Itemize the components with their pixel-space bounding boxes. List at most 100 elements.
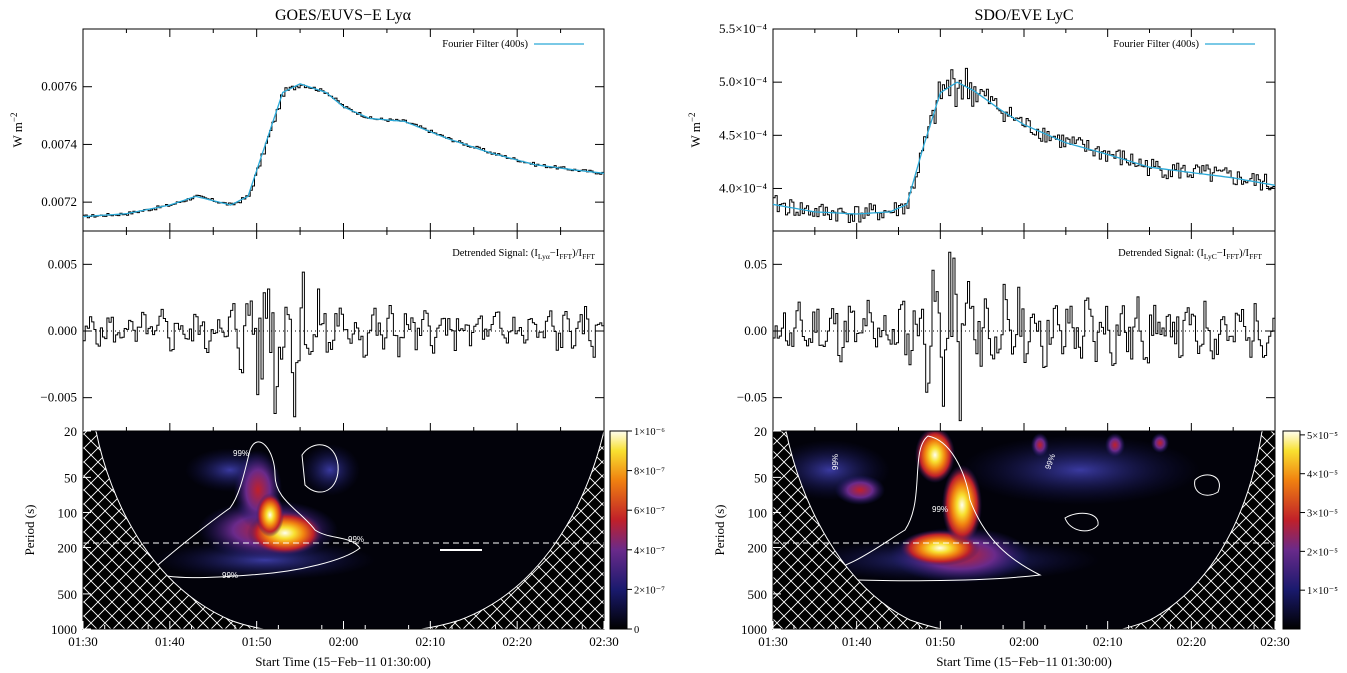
left-legend-label: Fourier Filter (400s) [442, 39, 528, 50]
colorbar-tick-label: 0 [634, 625, 639, 636]
rd-close: )/I [1239, 248, 1249, 259]
ld-prefix: Detrended Signal: (I [452, 248, 538, 259]
left-contour-label: 99% [233, 449, 249, 458]
right-wave-blob [960, 435, 1200, 505]
y-tick-label: 0.000 [48, 323, 77, 338]
r-flux-ylabel-exp: −2 [687, 113, 697, 123]
x-tick-label: 02:30 [1260, 634, 1290, 649]
y-tick-label: 0.00 [744, 323, 767, 338]
left-detrended-y-ticks: −0.005 0.000 0.005 [40, 231, 604, 431]
ld-fft: FFT [559, 252, 572, 261]
right-detrended-panel: −0.050.000.05 Detrended Signal: (ILyC−IF… [737, 230, 1276, 432]
right-detrended-y-ticks: −0.05 0.00 0.05 [737, 231, 1275, 431]
x-tick-label: 01:50 [926, 634, 956, 649]
left-colorbar-gradient [609, 430, 628, 630]
right-wave-blob [1151, 433, 1169, 453]
right-legend: Fourier Filter (400s) [1113, 39, 1255, 50]
left-flux-y-ticks: 0.0072 0.0074 0.0076 [41, 29, 604, 231]
right-contour-99 [1064, 512, 1099, 532]
left-wave-blob [300, 444, 360, 496]
x-tick-label: 01:40 [155, 634, 185, 649]
left-detrended-signal [83, 271, 605, 418]
x-tick-label: 02:00 [329, 634, 359, 649]
right-xlabel: Start Time (15−Feb−11 01:30:00) [936, 654, 1112, 669]
left-colorbar-labels: 0 2×10⁻⁷ 4×10⁻⁷ 6×10⁻⁷ 8×10⁻⁷ 1×10⁻⁶ [627, 427, 665, 636]
x-tick-label: 02:00 [1009, 634, 1039, 649]
left-contour-99 [149, 441, 361, 579]
y-tick-label: −0.005 [40, 390, 77, 405]
left-flux-frame [82, 28, 605, 232]
left-period-ylabel: Period (s) [22, 505, 37, 556]
right-colorbar-gradient [1282, 430, 1301, 630]
svg-text:W m−2: W m−2 [9, 113, 25, 148]
y-tick-label: 100 [58, 505, 78, 520]
colorbar-tick-label: 2×10⁻⁷ [634, 585, 665, 596]
x-tick-label: 02:20 [1177, 634, 1207, 649]
y-tick-label: 0.05 [744, 256, 767, 271]
right-wave-blob [1031, 433, 1049, 457]
y-tick-label: 4.0×10⁻⁴ [719, 180, 767, 195]
ld-sub: Lyα [538, 252, 550, 261]
y-tick-label: 4.5×10⁻⁴ [719, 127, 767, 142]
right-raw-flux-line [773, 67, 1276, 223]
y-tick-label: 100 [748, 505, 768, 520]
right-column: SDO/EVE LyC 4.0×10⁻⁴ 4.5×10⁻⁴ 5.0×10⁻⁴ 5.5×… [687, 7, 1338, 669]
colorbar-tick-label: 8×10⁻⁷ [634, 467, 665, 478]
left-column: GOES/EUVS−E Lyα 0.0072 0.0074 0.0076 W m−2… [9, 7, 665, 669]
right-colorbar: 1×10⁻⁵ 2×10⁻⁵ 3×10⁻⁵ 4×10⁻⁵ 5×10⁻⁵ [1282, 430, 1338, 630]
left-detrended-panel: −0.005 0.000 0.005 Detrended Signal: (ILyα… [40, 230, 605, 432]
x-tick-label: 01:50 [242, 634, 272, 649]
rd-fft2: FFT [1249, 252, 1262, 261]
x-tick-label: 01:30 [68, 634, 98, 649]
colorbar-tick-label: 5×10⁻⁵ [1307, 431, 1338, 442]
right-period-ylabel: Period (s) [712, 505, 727, 556]
right-wave-blob [835, 475, 885, 505]
x-tick-label: 02:20 [502, 634, 532, 649]
right-legend-label: Fourier Filter (400s) [1113, 39, 1199, 50]
colorbar-tick-label: 2×10⁻⁵ [1307, 547, 1338, 558]
right-title: SDO/EVE LyC [974, 7, 1073, 24]
right-contour-99 [804, 435, 1042, 582]
right-colorbar-labels: 1×10⁻⁵ 2×10⁻⁵ 3×10⁻⁵ 4×10⁻⁵ 5×10⁻⁵ [1300, 431, 1338, 597]
x-tick-label: 02:10 [1093, 634, 1123, 649]
y-tick-label: −0.05 [737, 390, 767, 405]
right-flux-ylabel: W m−2 [687, 113, 703, 148]
left-colorbar: 0 2×10⁻⁷ 4×10⁻⁷ 6×10⁻⁷ 8×10⁻⁷ 1×10⁻⁶ [609, 427, 665, 636]
right-wave-blob [1105, 433, 1125, 457]
right-cone-of-influence [773, 431, 1275, 629]
y-tick-label: 200 [748, 541, 768, 556]
x-tick-label: 01:30 [758, 634, 788, 649]
y-tick-label: 20 [754, 424, 767, 439]
right-contour-label: 99% [932, 505, 948, 514]
right-coi-line [785, 431, 1263, 629]
left-xlabel: Start Time (15−Feb−11 01:30:00) [255, 654, 431, 669]
right-detrend-annotation: Detrended Signal: (ILyC−IFFT)/IFFT [1118, 248, 1262, 261]
y-tick-label: 5.5×10⁻⁴ [719, 21, 767, 36]
x-tick-label: 02:10 [416, 634, 446, 649]
left-cone-of-influence [83, 431, 604, 629]
y-tick-label: 500 [748, 587, 768, 602]
right-flux-y-ticks: 4.0×10⁻⁴ 4.5×10⁻⁴ 5.0×10⁻⁴ 5.5×10⁻⁴ [719, 21, 1275, 231]
right-detrended-signal [773, 251, 1276, 422]
left-coi-line [95, 431, 604, 629]
colorbar-tick-label: 4×10⁻⁷ [634, 546, 665, 557]
left-contour-label: 99% [222, 571, 238, 580]
x-tick-label: 01:40 [842, 634, 872, 649]
left-wave-hotspot [256, 493, 284, 537]
y-tick-label: 0.0072 [41, 194, 77, 209]
y-tick-label: 500 [58, 587, 78, 602]
rd-prefix: Detrended Signal: (I [1118, 248, 1204, 259]
rd-mid: −I [1217, 248, 1227, 259]
ld-fft2: FFT [582, 252, 595, 261]
left-flux-ylabel: W m−2 [9, 113, 25, 148]
left-raw-flux-line [83, 84, 605, 219]
left-detrend-annotation: Detrended Signal: (ILyα−IFFT)/IFFT [452, 248, 595, 261]
right-contour-label: 99% [831, 454, 840, 470]
right-contour-99 [1194, 474, 1220, 496]
y-tick-label: 0.0076 [41, 79, 77, 94]
